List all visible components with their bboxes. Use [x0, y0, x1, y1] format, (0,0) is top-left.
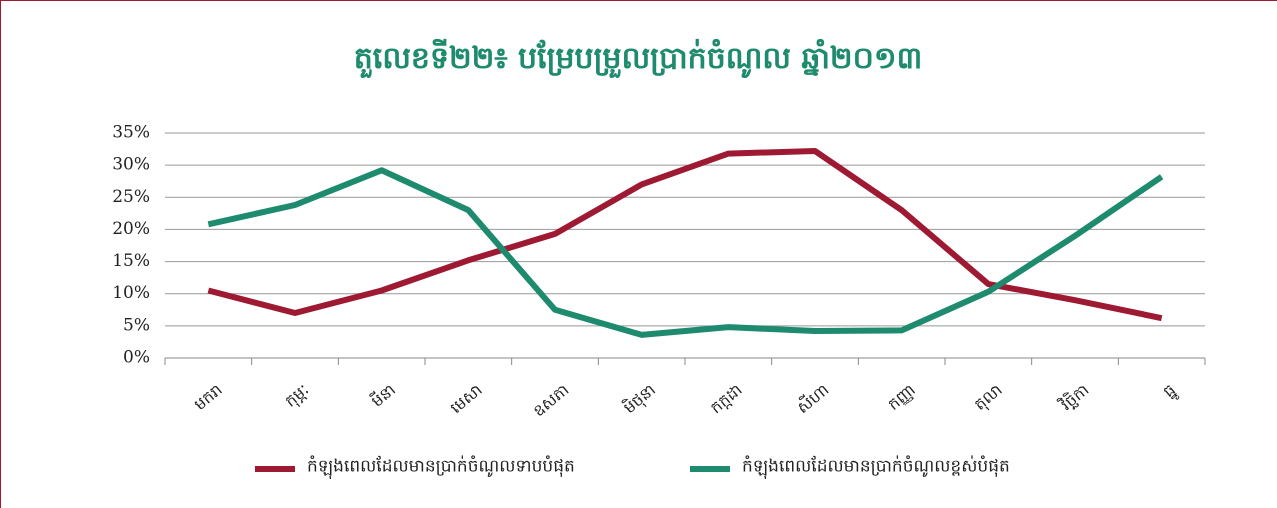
x-tick-label: ធ្នូ	[1159, 380, 1182, 404]
legend-label: កំឡុងពេលដែលមានប្រាក់ចំណូលខ្ពស់បំផុត	[742, 455, 1010, 480]
y-tick-label: 20%	[112, 219, 150, 239]
line-series	[207, 167, 1164, 338]
y-tick-label: 0%	[123, 348, 150, 368]
y-tick-label: 35%	[112, 123, 150, 143]
y-tick-label: 15%	[112, 251, 150, 271]
x-tick-label: មេសា	[446, 380, 485, 417]
x-tick-label: កុម្ភៈ	[281, 380, 314, 412]
line-series	[207, 148, 1163, 322]
x-tick-label: វិច្ឆិកា	[1055, 379, 1093, 415]
y-tick-label: 25%	[112, 187, 150, 207]
x-tick-label: មីនា	[367, 379, 399, 411]
chart-title: តួលេខទី២២៖ បម្រែបម្រួលប្រាក់ចំណូល ឆ្នាំ២…	[354, 38, 922, 79]
y-tick-label: 5%	[123, 315, 150, 335]
x-tick-label: មិថុនា	[619, 379, 660, 419]
x-tick-label: មករា	[190, 380, 226, 414]
x-tick-label: កក្កដា	[706, 380, 745, 417]
x-tick-label: កញ្ញា	[884, 380, 919, 414]
y-tick-label: 30%	[112, 155, 150, 175]
legend-label: កំឡុងពេលដែលមានប្រាក់ចំណូលទាបបំផុត	[307, 455, 575, 480]
x-tick-label: សីហា	[792, 379, 832, 417]
y-tick-label: 10%	[112, 283, 150, 303]
x-tick-label: ឧសភា	[529, 380, 572, 421]
x-tick-label: តុលា	[970, 380, 1007, 416]
